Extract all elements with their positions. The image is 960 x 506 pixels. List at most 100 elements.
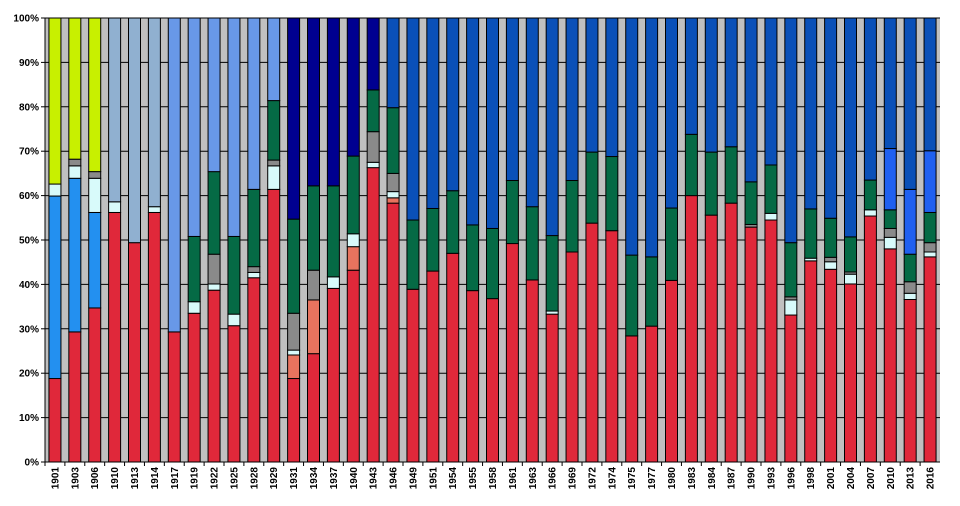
bar-stack-2001 bbox=[824, 17, 838, 463]
x-tick-label: 1949 bbox=[408, 467, 419, 490]
bar-segment bbox=[684, 133, 698, 197]
bar-segment bbox=[128, 17, 141, 244]
bar-stack-1980 bbox=[665, 17, 678, 463]
bar-segment bbox=[545, 313, 559, 463]
bar-segment bbox=[247, 188, 261, 268]
bar-segment bbox=[486, 227, 499, 300]
bar-stack-1917 bbox=[167, 17, 181, 463]
x-tick-label: 1914 bbox=[150, 467, 161, 490]
bar-segment bbox=[207, 171, 221, 255]
bar-segment bbox=[287, 218, 301, 314]
bar-segment bbox=[386, 17, 400, 109]
bar-segment bbox=[187, 17, 201, 237]
bar-segment bbox=[704, 17, 718, 153]
bar-segment bbox=[267, 159, 281, 167]
bar-segment bbox=[88, 171, 102, 179]
bar-segment bbox=[784, 17, 798, 244]
x-tick-label: 1934 bbox=[309, 467, 320, 490]
bar-stack-1925 bbox=[227, 17, 241, 463]
bar-segment bbox=[48, 17, 62, 185]
bars bbox=[48, 17, 937, 463]
bar-segment bbox=[386, 197, 400, 204]
bar-segment bbox=[804, 260, 818, 463]
bar-segment bbox=[366, 17, 380, 91]
bar-segment bbox=[207, 17, 221, 173]
bar-segment bbox=[267, 100, 281, 161]
bar-segment bbox=[883, 227, 897, 238]
bar-segment bbox=[307, 269, 320, 301]
x-tick-label: 1931 bbox=[289, 467, 300, 490]
bar-segment bbox=[764, 219, 778, 463]
bar-segment bbox=[505, 180, 519, 245]
x-tick-label: 2013 bbox=[906, 467, 917, 490]
bar-stack-1914 bbox=[147, 17, 161, 463]
bar-stack-1961 bbox=[505, 17, 519, 463]
bar-segment bbox=[824, 268, 838, 463]
bar-stack-1966 bbox=[545, 17, 559, 463]
bar-segment bbox=[824, 261, 838, 270]
bar-segment bbox=[68, 17, 82, 160]
bar-segment bbox=[545, 235, 559, 312]
bar-segment bbox=[267, 17, 281, 102]
bar-segment bbox=[247, 277, 261, 463]
bar-segment bbox=[883, 248, 897, 463]
bar-segment bbox=[724, 146, 738, 204]
bar-segment bbox=[48, 195, 62, 380]
bar-segment bbox=[903, 253, 917, 283]
bar-stack-1940 bbox=[346, 17, 360, 463]
bar-segment bbox=[128, 242, 141, 463]
bar-segment bbox=[366, 161, 380, 169]
bar-segment bbox=[187, 312, 201, 463]
bar-segment bbox=[923, 256, 937, 463]
bar-segment bbox=[366, 131, 380, 163]
bar-segment bbox=[804, 208, 818, 259]
bar-segment bbox=[863, 17, 877, 181]
x-tick-label: 1913 bbox=[130, 467, 141, 490]
bar-segment bbox=[903, 281, 917, 294]
bar-segment bbox=[684, 17, 698, 135]
x-tick-label: 1951 bbox=[428, 467, 439, 490]
x-tick-label: 2007 bbox=[866, 467, 877, 490]
bar-segment bbox=[406, 288, 420, 463]
bar-segment bbox=[307, 185, 320, 271]
bar-segment bbox=[605, 230, 619, 463]
bar-segment bbox=[406, 17, 420, 221]
bar-segment bbox=[227, 325, 241, 463]
bar-segment bbox=[724, 202, 738, 463]
bar-segment bbox=[625, 254, 639, 337]
x-tick-label: 1940 bbox=[349, 467, 360, 490]
bar-stack-1922 bbox=[207, 17, 221, 463]
bar-segment bbox=[167, 331, 181, 463]
bar-segment bbox=[585, 17, 599, 153]
bar-segment bbox=[883, 148, 897, 211]
bar-segment bbox=[824, 17, 838, 219]
bar-stack-1951 bbox=[426, 17, 440, 463]
bar-segment bbox=[346, 233, 360, 248]
x-tick-label: 1990 bbox=[747, 467, 758, 490]
bar-stack-1996 bbox=[784, 17, 798, 463]
bar-segment bbox=[326, 17, 340, 187]
bar-stack-1983 bbox=[684, 17, 698, 463]
x-tick-label: 1972 bbox=[587, 467, 598, 490]
bar-segment bbox=[844, 283, 857, 463]
bar-stack-1987 bbox=[724, 17, 738, 463]
bar-segment bbox=[346, 246, 360, 271]
bar-segment bbox=[227, 235, 241, 315]
bar-segment bbox=[605, 17, 619, 158]
bar-segment bbox=[247, 266, 261, 273]
bar-segment bbox=[923, 242, 937, 253]
bar-segment bbox=[724, 17, 738, 148]
bar-stack-1919 bbox=[187, 17, 201, 463]
x-tick-label: 1929 bbox=[269, 467, 280, 490]
x-tick-label: 1993 bbox=[766, 467, 777, 490]
x-tick-label: 1906 bbox=[90, 467, 101, 490]
bar-segment bbox=[565, 17, 579, 182]
bar-segment bbox=[326, 287, 340, 463]
bar-segment bbox=[386, 107, 400, 174]
bar-segment bbox=[903, 292, 917, 300]
bar-segment bbox=[525, 17, 539, 208]
bar-segment bbox=[525, 279, 539, 463]
bar-segment bbox=[386, 202, 400, 463]
bar-segment bbox=[426, 17, 440, 209]
bar-segment bbox=[565, 180, 579, 253]
